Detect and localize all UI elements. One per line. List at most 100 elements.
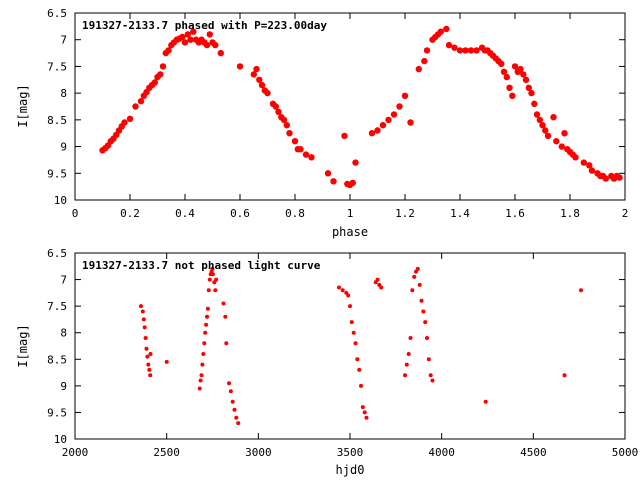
- data-point: [408, 336, 413, 340]
- data-point: [579, 288, 583, 293]
- data-point: [533, 111, 541, 118]
- data-point: [286, 130, 293, 137]
- data-point: [142, 325, 147, 330]
- y-tick-label: 6.5: [47, 7, 67, 20]
- data-point: [572, 154, 579, 161]
- data-point: [473, 47, 480, 54]
- data-point: [602, 175, 609, 182]
- data-point: [423, 47, 431, 54]
- data-point: [157, 71, 164, 78]
- data-point: [143, 336, 148, 340]
- data-point: [423, 320, 428, 325]
- data-point: [291, 138, 299, 145]
- x-tick-label: 2500: [153, 446, 180, 459]
- data-point: [181, 39, 189, 46]
- data-point: [349, 179, 356, 187]
- y-tick-label: 8: [60, 327, 67, 340]
- data-point: [190, 28, 197, 35]
- x-tick-label: 1.2: [395, 207, 415, 220]
- data-point: [536, 116, 543, 124]
- data-point: [539, 122, 546, 129]
- data-point: [421, 57, 428, 65]
- phased-plot-frame: [74, 12, 626, 201]
- data-point: [337, 285, 341, 290]
- data-point: [198, 378, 203, 383]
- data-point: [385, 116, 392, 124]
- x-tick-label: 4500: [520, 446, 547, 459]
- data-point: [250, 71, 257, 78]
- data-point: [561, 130, 568, 137]
- data-point: [417, 282, 422, 287]
- data-point: [445, 41, 453, 49]
- data-point: [297, 146, 304, 153]
- raw-y-axis-title: I[mag]: [16, 324, 30, 367]
- data-point: [506, 84, 513, 92]
- x-tick-label: 3500: [337, 446, 364, 459]
- data-point: [200, 362, 205, 367]
- data-point: [184, 31, 191, 38]
- data-point: [234, 415, 239, 420]
- data-point: [202, 341, 207, 346]
- data-point: [406, 352, 411, 356]
- data-point: [421, 309, 426, 314]
- data-point: [221, 301, 226, 306]
- data-point: [410, 288, 415, 293]
- y-tick-label: 7.5: [47, 300, 67, 313]
- data-point: [353, 341, 358, 346]
- x-tick-label: 2: [622, 207, 629, 220]
- data-point: [531, 100, 538, 108]
- data-point: [275, 108, 282, 116]
- data-point: [203, 330, 208, 335]
- y-tick-label: 9: [60, 380, 67, 393]
- data-point: [404, 362, 409, 367]
- data-point: [121, 119, 128, 126]
- data-point: [349, 320, 354, 325]
- y-tick-label: 7: [60, 274, 67, 287]
- data-point: [302, 151, 310, 158]
- data-point: [443, 25, 450, 33]
- data-point: [558, 143, 565, 150]
- x-tick-label: 0.8: [285, 207, 305, 220]
- data-point: [223, 314, 228, 319]
- data-point: [352, 159, 359, 166]
- data-point: [341, 132, 348, 140]
- data-point: [264, 89, 271, 97]
- y-tick-label: 9: [60, 141, 67, 154]
- raw-plot-title: 191327-2133.7 not phased light curve: [82, 259, 321, 272]
- raw-y-ticks: 6.5 7 7.5 8 8.5 9 9.5 10: [47, 247, 625, 446]
- data-point: [553, 138, 560, 145]
- data-point: [520, 71, 527, 78]
- data-point: [212, 41, 219, 49]
- data-point: [586, 162, 593, 169]
- data-point: [217, 49, 224, 57]
- y-tick-label: 7.5: [47, 60, 67, 73]
- data-point: [544, 132, 552, 140]
- data-point: [151, 79, 158, 86]
- data-point: [280, 116, 288, 124]
- data-point: [236, 63, 244, 70]
- data-point: [426, 357, 431, 362]
- data-point: [145, 354, 150, 359]
- data-point: [403, 373, 407, 378]
- x-tick-label: 4000: [428, 446, 455, 459]
- y-tick-label: 8.5: [47, 353, 67, 366]
- data-point: [232, 407, 237, 412]
- data-point: [214, 277, 219, 282]
- y-tick-label: 8: [60, 87, 67, 100]
- data-point: [467, 47, 475, 54]
- data-point: [187, 36, 194, 43]
- data-point: [132, 103, 139, 110]
- data-point: [126, 115, 134, 123]
- data-point: [351, 330, 356, 335]
- y-tick-label: 6.5: [47, 247, 67, 260]
- data-point: [228, 389, 233, 394]
- data-point: [144, 346, 149, 351]
- raw-chart: 6.5 7 7.5 8 8.5 9 9.5 10 2000 2500 3000 3500 4000 45…: [16, 247, 638, 477]
- data-point: [588, 167, 596, 174]
- x-tick-label: 5000: [612, 446, 639, 459]
- data-point: [227, 381, 231, 386]
- data-point: [375, 277, 380, 282]
- x-tick-label: 2000: [62, 446, 89, 459]
- data-point: [401, 92, 409, 100]
